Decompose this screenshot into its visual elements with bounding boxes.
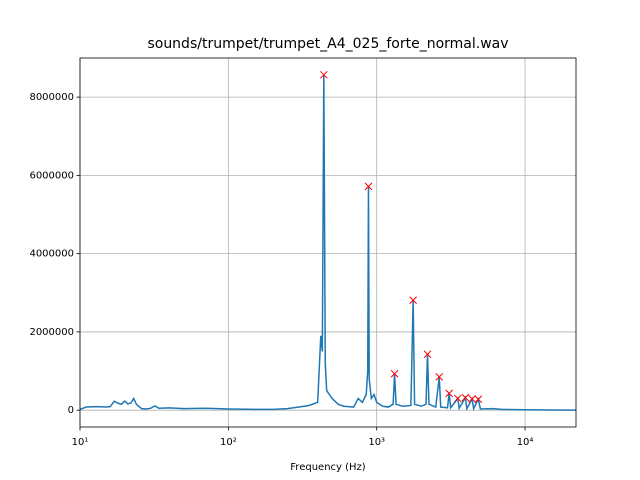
peak-marker — [409, 296, 417, 305]
x-tick-label: 10³ — [368, 437, 385, 448]
y-tick-label: 2000000 — [29, 327, 74, 338]
peak-marker — [453, 394, 462, 403]
y-tick-label: 4000000 — [29, 249, 74, 260]
peak-marker — [423, 350, 432, 359]
x-tick-label: 10⁴ — [517, 437, 534, 448]
peak-marker — [445, 389, 454, 398]
spectrum-line — [79, 74, 577, 412]
peak-marker — [390, 369, 399, 378]
y-tick-label: 0 — [68, 405, 74, 416]
peak-marker — [474, 395, 483, 404]
x-tick-label: 10¹ — [72, 437, 89, 448]
peak-marker — [435, 373, 444, 381]
y-tick-label: 8000000 — [29, 92, 74, 103]
x-tick-label: 10² — [220, 437, 237, 448]
plot-frame — [79, 57, 577, 428]
y-tick-label: 6000000 — [29, 170, 74, 181]
chart-title: sounds/trumpet/trumpet_A4_025_forte_norm… — [147, 36, 508, 52]
x-axis-label: Frequency (Hz) — [290, 462, 366, 473]
peak-marker — [468, 394, 477, 403]
peak-marker — [364, 182, 373, 191]
peak-marker — [319, 70, 328, 79]
peak-marker — [461, 393, 470, 402]
